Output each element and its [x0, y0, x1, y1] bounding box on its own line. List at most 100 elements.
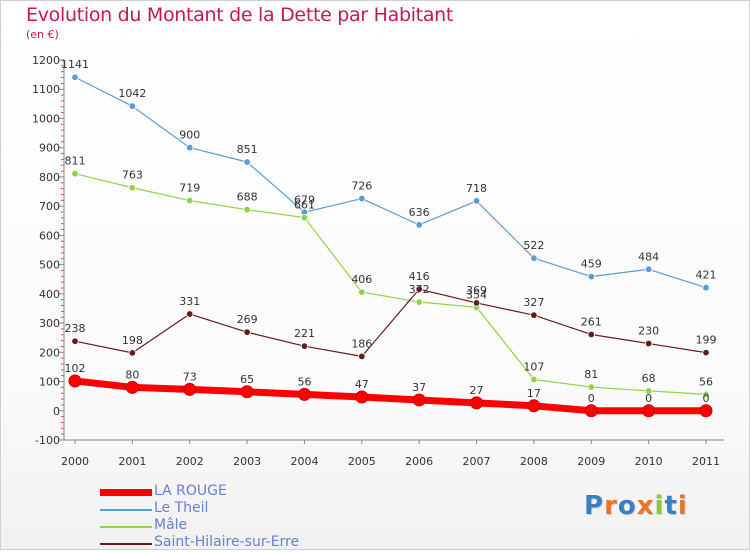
- logo-letter: t: [664, 491, 678, 521]
- logo-letter: r: [604, 491, 618, 521]
- data-label-la-rouge: 37: [412, 381, 426, 394]
- data-point-male: [644, 387, 653, 395]
- series-line-la-rouge: [71, 377, 710, 415]
- data-point-le-theil: [472, 197, 481, 205]
- data-label-la-rouge: 27: [470, 384, 484, 397]
- data-point-la-rouge: [125, 380, 139, 394]
- y-axis-ticks: -100 0 100 200 300 400 500 600 700 800 900 1000 1100…: [32, 54, 64, 447]
- x-tick-label: 2007: [463, 455, 491, 468]
- data-label-le-theil: 1042: [118, 87, 146, 100]
- x-tick-label: 2005: [348, 455, 376, 468]
- data-label-la-rouge: 65: [240, 373, 254, 386]
- data-point-male: [128, 184, 137, 192]
- data-point-la-rouge: [642, 404, 656, 418]
- legend-label: Saint-Hilaire-sur-Erre: [154, 534, 300, 550]
- data-point-le-theil: [243, 158, 251, 166]
- data-label-male: 763: [122, 169, 143, 182]
- y-tick-label: -100: [35, 434, 60, 447]
- data-point-la-rouge: [470, 396, 484, 410]
- data-point-male: [587, 383, 595, 391]
- data-point-saint-hilaire-sur-erre: [644, 339, 653, 348]
- data-labels: 1141 1042 900 851 679 726 636 718 522 459 484 421 81…: [61, 58, 717, 405]
- data-label-la-rouge: 17: [527, 387, 541, 400]
- data-label-le-theil: 851: [237, 143, 258, 156]
- data-point-le-theil: [186, 143, 194, 152]
- x-tick-label: 2010: [635, 455, 663, 468]
- y-tick-label: 1200: [32, 54, 60, 67]
- data-label-saint-hilaire-sur-erre: 230: [638, 325, 659, 338]
- x-tick-label: 2006: [405, 455, 433, 468]
- legend-swatch: [100, 509, 152, 511]
- data-label-le-theil: 459: [581, 258, 602, 271]
- data-label-la-rouge: 73: [183, 370, 197, 383]
- data-point-le-theil: [358, 194, 366, 203]
- data-point-le-theil: [128, 102, 137, 110]
- data-point-saint-hilaire-sur-erre: [128, 349, 137, 357]
- y-tick-label: 400: [39, 288, 60, 301]
- data-label-male: 107: [523, 360, 544, 373]
- data-label-male: 406: [351, 273, 372, 286]
- legend-label: Mâle: [154, 517, 188, 533]
- data-label-le-theil: 900: [179, 129, 200, 142]
- data-label-la-rouge: 0: [645, 392, 652, 405]
- data-point-saint-hilaire-sur-erre: [530, 311, 538, 319]
- data-point-la-rouge: [699, 404, 713, 418]
- data-point-male: [300, 213, 309, 222]
- data-point-saint-hilaire-sur-erre: [186, 310, 194, 318]
- data-point-la-rouge: [183, 382, 197, 396]
- data-label-male: 56: [699, 375, 713, 388]
- logo-letter: o: [617, 491, 637, 521]
- data-label-la-rouge: 0: [588, 392, 595, 405]
- logo-letter: x: [636, 491, 655, 521]
- data-label-le-theil: 636: [409, 206, 430, 219]
- data-point-saint-hilaire-sur-erre: [702, 348, 710, 357]
- x-tick-label: 2004: [290, 455, 318, 468]
- series-line-le-theil: [74, 76, 707, 289]
- data-point-saint-hilaire-sur-erre: [71, 337, 79, 345]
- data-point-saint-hilaire-sur-erre: [472, 299, 481, 307]
- data-point-le-theil: [702, 284, 710, 292]
- data-label-saint-hilaire-sur-erre: 369: [466, 284, 487, 297]
- data-label-male: 688: [237, 191, 258, 204]
- data-point-la-rouge: [412, 393, 426, 407]
- data-point-male: [702, 390, 710, 399]
- data-point-saint-hilaire-sur-erre: [358, 352, 366, 361]
- data-label-saint-hilaire-sur-erre: 331: [179, 295, 200, 308]
- data-label-male: 354: [466, 288, 487, 301]
- data-label-la-rouge: 80: [125, 368, 139, 381]
- data-point-male: [243, 205, 251, 214]
- proxiti-logo[interactable]: Proxiti: [584, 491, 688, 521]
- data-point-male: [415, 298, 423, 306]
- data-label-la-rouge: 102: [65, 362, 86, 375]
- data-label-male: 719: [179, 182, 200, 195]
- data-label-male: 661: [294, 199, 315, 212]
- y-tick-label: 700: [39, 200, 60, 213]
- series-line-male: [74, 173, 707, 395]
- data-point-saint-hilaire-sur-erre: [587, 330, 595, 339]
- y-tick-label: 600: [39, 229, 60, 242]
- data-label-saint-hilaire-sur-erre: 261: [581, 315, 602, 328]
- data-label-male: 811: [65, 155, 86, 168]
- data-label-le-theil: 522: [523, 239, 544, 252]
- data-point-saint-hilaire-sur-erre: [415, 285, 423, 293]
- legend-swatch: [100, 489, 152, 496]
- data-point-saint-hilaire-sur-erre: [300, 342, 309, 350]
- data-point-male: [71, 170, 79, 178]
- data-label-male: 372: [409, 283, 430, 296]
- legend-label: LA ROUGE: [154, 483, 227, 499]
- data-label-saint-hilaire-sur-erre: 199: [696, 334, 717, 347]
- data-point-la-rouge: [240, 385, 254, 399]
- data-label-saint-hilaire-sur-erre: 221: [294, 327, 315, 340]
- data-point-le-theil: [644, 265, 653, 273]
- axes: [63, 60, 724, 441]
- legend-swatch: [100, 543, 152, 545]
- data-point-saint-hilaire-sur-erre: [243, 328, 251, 336]
- data-point-male: [358, 288, 366, 296]
- data-point-le-theil: [587, 272, 595, 281]
- logo-letter: i: [654, 491, 665, 521]
- data-label-le-theil: 421: [696, 269, 717, 282]
- data-label-le-theil: 679: [294, 193, 315, 206]
- legend-swatch: [100, 526, 152, 528]
